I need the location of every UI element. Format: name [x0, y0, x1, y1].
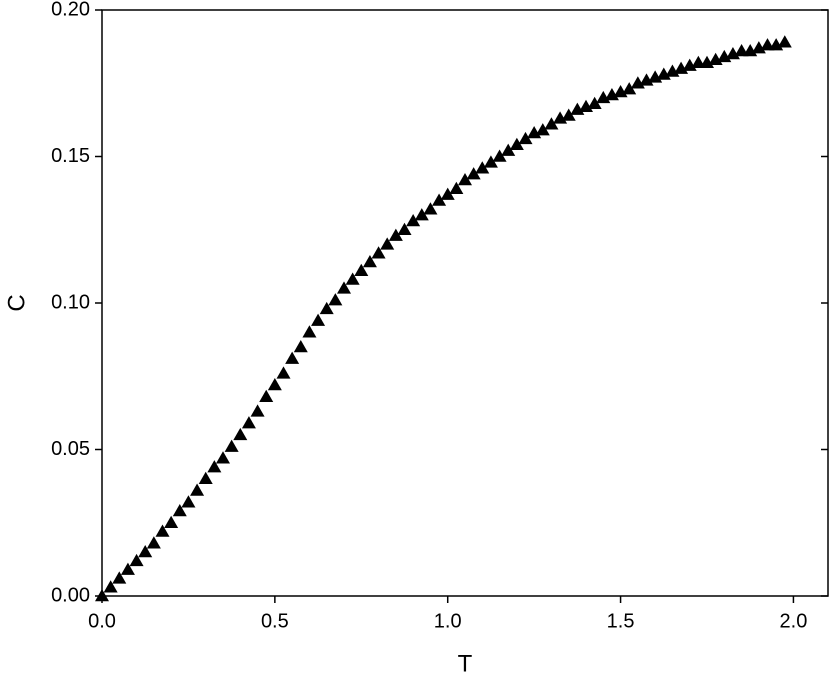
triangle-marker — [328, 293, 343, 306]
triangle-marker — [337, 281, 351, 294]
triangle-marker — [198, 471, 213, 485]
triangle-marker — [293, 339, 308, 353]
y-tick-label: 0.20 — [51, 0, 90, 20]
triangle-marker — [492, 149, 507, 162]
triangle-marker — [622, 82, 637, 95]
triangle-marker — [181, 495, 196, 508]
triangle-marker — [112, 571, 127, 584]
x-tick-label: 0.0 — [88, 610, 116, 632]
triangle-marker — [285, 351, 300, 364]
triangle-marker — [362, 254, 377, 268]
triangle-marker — [509, 137, 524, 151]
triangle-marker — [276, 366, 291, 379]
triangle-marker — [466, 167, 481, 180]
triangle-marker — [475, 161, 490, 174]
triangle-marker — [172, 504, 187, 517]
x-axis-title: T — [458, 650, 473, 677]
triangle-marker — [535, 123, 550, 136]
y-axis-title: C — [3, 294, 30, 311]
triangle-marker — [483, 155, 498, 168]
triangle-marker — [354, 263, 369, 277]
triangle-marker — [103, 580, 118, 593]
triangle-marker — [120, 562, 135, 575]
triangle-marker — [302, 325, 317, 338]
y-tick-label: 0.10 — [51, 291, 90, 313]
triangle-marker — [319, 301, 334, 315]
triangle-marker — [216, 451, 230, 464]
triangle-marker — [250, 404, 265, 417]
triangle-marker — [561, 108, 576, 121]
y-tick-label: 0.00 — [51, 584, 90, 606]
triangle-marker — [267, 378, 282, 391]
triangle-marker — [587, 96, 602, 110]
triangle-marker — [207, 460, 222, 473]
triangle-marker — [414, 208, 429, 221]
triangle-marker — [406, 213, 421, 227]
x-tick-label: 1.5 — [607, 610, 635, 632]
y-tick-label: 0.15 — [51, 145, 90, 167]
triangle-marker — [95, 589, 109, 602]
triangle-marker — [164, 515, 179, 528]
triangle-marker — [397, 222, 412, 235]
triangle-marker — [380, 237, 395, 250]
triangle-marker — [518, 131, 533, 145]
triangle-marker — [138, 545, 153, 558]
x-tick-label: 0.5 — [261, 610, 289, 632]
triangle-marker — [777, 35, 792, 48]
triangle-marker — [345, 272, 360, 285]
triangle-marker — [423, 202, 438, 215]
triangle-marker — [501, 143, 516, 156]
triangle-marker — [259, 389, 274, 403]
triangle-marker — [233, 427, 248, 441]
triangle-marker — [432, 193, 447, 206]
triangle-marker — [190, 483, 205, 496]
triangle-marker — [544, 117, 559, 130]
triangle-marker — [224, 439, 239, 452]
y-tick-label: 0.05 — [51, 438, 90, 460]
triangle-marker — [241, 416, 256, 429]
triangle-marker — [388, 228, 403, 241]
triangle-marker — [146, 536, 161, 549]
x-tick-label: 1.0 — [434, 610, 462, 632]
triangle-marker — [311, 313, 326, 326]
plot-frame — [101, 9, 829, 597]
triangle-marker — [449, 181, 464, 194]
triangle-marker — [458, 172, 472, 186]
triangle-marker — [129, 553, 144, 567]
triangle-marker — [155, 524, 170, 537]
x-tick-label: 2.0 — [780, 610, 808, 632]
triangle-marker — [371, 246, 386, 259]
triangle-marker — [440, 187, 455, 200]
